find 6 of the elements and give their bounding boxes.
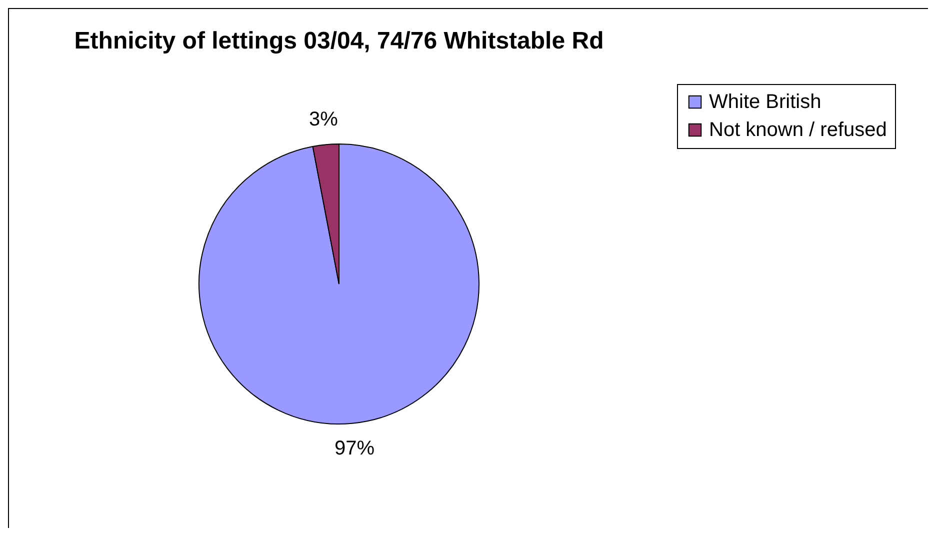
data-label: 97% [334, 437, 375, 460]
pie-slice [198, 144, 480, 424]
data-label: 3% [309, 108, 338, 131]
legend-label: White British [709, 91, 822, 113]
legend-label: Not known / refused [709, 119, 887, 141]
chart-title: Ethnicity of lettings 03/04, 74/76 Whitstable Rd [74, 28, 604, 54]
